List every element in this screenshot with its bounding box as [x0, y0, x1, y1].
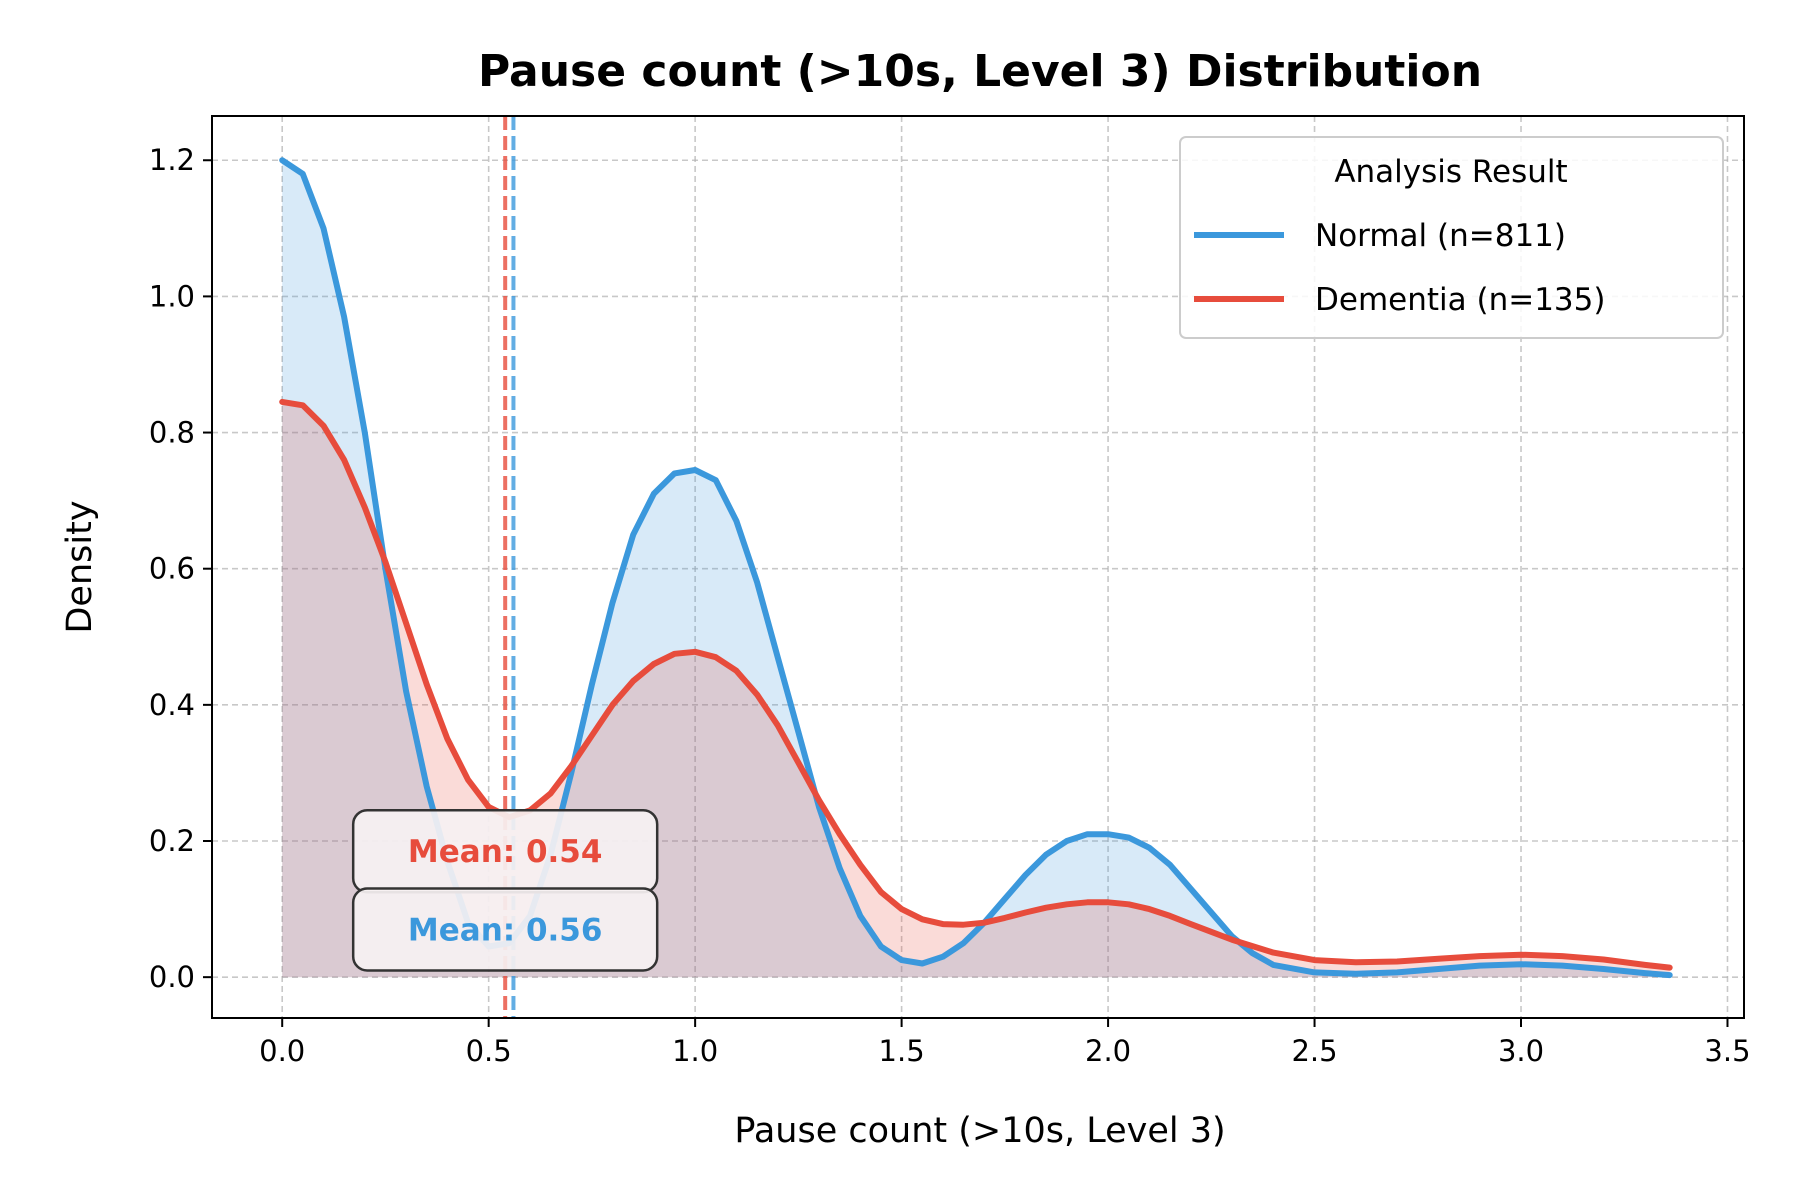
density-fill-normal [282, 160, 1670, 978]
legend: Analysis Result Normal (n=811) Dementia … [1179, 136, 1724, 339]
mean-label-box [351, 887, 659, 972]
x-tick-label: 3.0 [1498, 1034, 1544, 1068]
mean-label-text: Mean: 0.56 [408, 913, 603, 949]
mean-label-text: Mean: 0.54 [408, 834, 603, 870]
legend-label-normal: Normal (n=811) [1315, 218, 1566, 254]
y-tick-label: 0.0 [149, 960, 195, 994]
density-line-dementia [279, 398, 1673, 971]
plot-frame [211, 115, 1745, 1019]
mean-box-layer: Mean: 0.54 Mean: 0.56 [351, 808, 659, 972]
y-tick-label: 1.0 [149, 279, 195, 313]
mean-label-normal: Mean: 0.56 [351, 887, 659, 972]
y-tick-label: 1.2 [149, 143, 195, 177]
x-tick-label: 1.0 [672, 1034, 718, 1068]
x-tick-label: 3.5 [1704, 1034, 1750, 1068]
x-tick-label: 0.5 [466, 1034, 512, 1068]
y-tick-label: 0.4 [149, 688, 195, 722]
x-tick-label: 2.0 [1085, 1034, 1131, 1068]
legend-box [1179, 136, 1724, 339]
y-tick-label: 0.6 [149, 552, 195, 586]
legend-title: Analysis Result [1334, 154, 1567, 190]
y-tick-label: 0.8 [149, 416, 195, 450]
x-tick-label: 1.5 [879, 1034, 925, 1068]
chart-title: Pause count (>10s, Level 3) Distribution [478, 46, 1482, 97]
y-axis-title: Density [60, 500, 100, 633]
tick-layer: 0.0 0.5 1.0 1.5 2.0 2.5 3.0 3.5 0.0 0.2 0.4 0.6 0.8 1… [149, 143, 1751, 1068]
x-tick-label: 2.5 [1291, 1034, 1337, 1068]
x-tick-label: 0.0 [259, 1034, 305, 1068]
x-axis-title: Pause count (>10s, Level 3) [734, 1111, 1225, 1151]
y-tick-label: 0.2 [149, 824, 195, 858]
mean-label-dementia: Mean: 0.54 [351, 808, 659, 894]
legend-label-dementia: Dementia (n=135) [1315, 282, 1605, 318]
